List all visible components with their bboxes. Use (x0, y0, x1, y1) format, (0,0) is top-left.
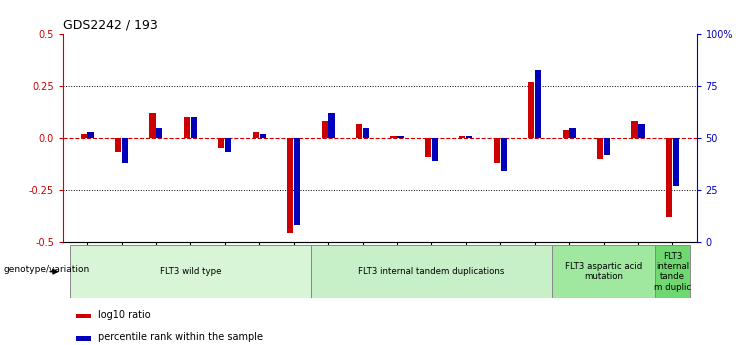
Bar (322, 121, 328, 138)
Text: FLT3 internal tandem duplications: FLT3 internal tandem duplications (358, 267, 505, 276)
Bar (666, 138, 672, 217)
Text: FLT3 wild type: FLT3 wild type (159, 267, 221, 276)
Bar (150, 113, 156, 138)
Bar (253, 132, 259, 138)
Text: FLT3 aspartic acid
mutation: FLT3 aspartic acid mutation (565, 262, 642, 282)
Bar (184, 117, 190, 138)
Bar (311, 245, 552, 298)
Bar (87, 132, 93, 138)
Bar (81, 134, 87, 138)
Bar (673, 138, 679, 186)
Bar (219, 138, 225, 148)
Text: FLT3
internal
tande
m duplic: FLT3 internal tande m duplic (654, 252, 691, 292)
Bar (397, 136, 404, 138)
Bar (391, 136, 396, 138)
Bar (604, 138, 610, 155)
Bar (328, 113, 335, 138)
Bar (70, 245, 311, 298)
Bar (363, 128, 369, 138)
Bar (528, 82, 534, 138)
Bar (459, 136, 465, 138)
Bar (425, 138, 431, 157)
Bar (288, 138, 293, 233)
Bar (76, 336, 91, 341)
Bar (190, 117, 197, 138)
Bar (562, 130, 569, 138)
Bar (225, 138, 231, 152)
Bar (432, 138, 438, 161)
Bar (122, 138, 128, 163)
Bar (466, 136, 472, 138)
Bar (76, 314, 91, 318)
Bar (259, 134, 266, 138)
Bar (535, 70, 541, 138)
Text: GDS2242 / 193: GDS2242 / 193 (63, 19, 158, 32)
Bar (115, 138, 122, 152)
Bar (638, 124, 645, 138)
Bar (156, 128, 162, 138)
Bar (294, 138, 300, 225)
Bar (356, 124, 362, 138)
Bar (655, 245, 690, 298)
Bar (570, 128, 576, 138)
Bar (494, 138, 500, 163)
Text: percentile rank within the sample: percentile rank within the sample (98, 332, 263, 342)
Bar (501, 138, 507, 171)
Bar (597, 138, 603, 159)
Bar (631, 121, 638, 138)
Bar (552, 245, 655, 298)
Text: genotype/variation: genotype/variation (3, 265, 90, 274)
Text: log10 ratio: log10 ratio (98, 309, 150, 319)
